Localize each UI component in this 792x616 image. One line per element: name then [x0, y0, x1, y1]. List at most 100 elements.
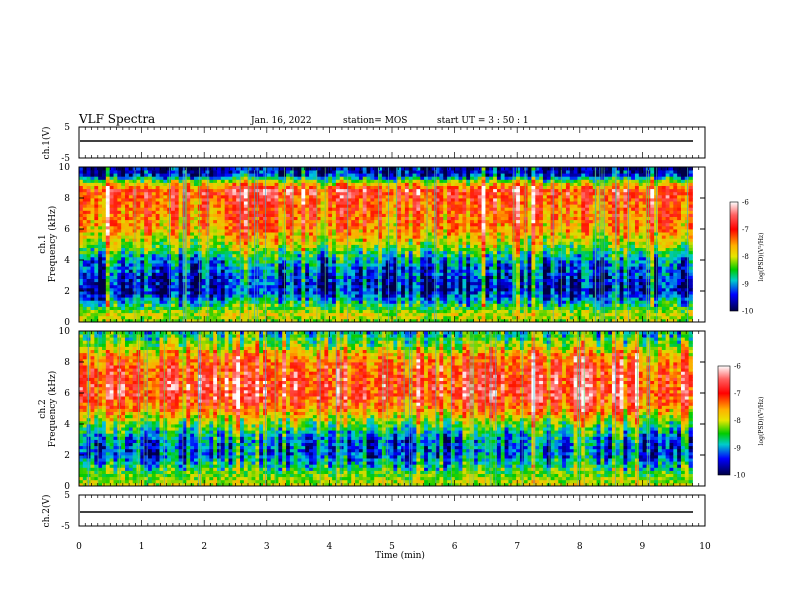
spectrogram-cell: [148, 263, 152, 267]
spectrogram-cell: [390, 232, 394, 236]
spectrogram-cell: [121, 204, 125, 208]
spectrogram-cell: [213, 297, 217, 301]
spectrogram-cell: [83, 297, 87, 301]
spectrogram-cell: [317, 251, 321, 255]
spectrogram-cell: [244, 192, 248, 196]
spectrogram-cell: [175, 241, 179, 245]
spectrogram-cell: [106, 241, 110, 245]
spectrogram-cell: [152, 198, 156, 202]
spectrogram-cell: [232, 207, 236, 211]
spectrogram-cell: [321, 282, 325, 286]
spectrogram-cell: [129, 173, 133, 177]
spectrogram-cell: [416, 229, 420, 233]
spectrogram-cell: [309, 316, 313, 320]
spectrogram-cell: [102, 217, 106, 221]
spectrogram-cell: [405, 214, 409, 218]
spectrogram-cell: [424, 201, 428, 205]
spectrogram-cell: [125, 307, 129, 311]
spectrogram-cell: [202, 179, 206, 183]
spectrogram-cell: [428, 297, 432, 301]
spectrogram-cell: [186, 297, 190, 301]
spectrogram-cell: [209, 316, 213, 320]
spectrogram-cell: [140, 269, 144, 273]
spectrogram-cell: [217, 316, 221, 320]
spectrogram-cell: [298, 173, 302, 177]
spectrogram-cell: [401, 254, 405, 257]
spectrogram-cell: [152, 217, 156, 221]
spectrogram-cell: [79, 248, 83, 252]
spectrogram-cell: [213, 257, 217, 261]
spectrogram-cell: [439, 204, 443, 208]
spectrogram-cell: [148, 291, 152, 295]
spectrogram-cell: [163, 303, 167, 307]
spectrogram-cell: [455, 214, 459, 218]
spectrogram-cell: [175, 214, 179, 218]
spectrogram-cell: [125, 186, 129, 190]
spectrogram-cell: [267, 186, 271, 190]
spectrogram-cell: [332, 214, 336, 218]
spectrogram-cell: [152, 310, 156, 314]
spectrogram-cell: [125, 217, 129, 221]
spectrogram-cell: [148, 186, 152, 190]
spectrogram-cell: [424, 204, 428, 208]
spectrogram-cell: [194, 179, 198, 183]
spectrogram-cell: [160, 201, 164, 205]
spectrogram-cell: [443, 245, 447, 249]
spectrogram-cell: [443, 223, 447, 227]
spectrogram-cell: [428, 167, 432, 171]
spectrogram-cell: [194, 316, 198, 320]
spectrogram-cell: [455, 254, 459, 257]
spectrogram-cell: [443, 176, 447, 180]
spectrogram-cell: [317, 282, 321, 286]
spectrogram-cell: [156, 313, 160, 317]
spectrogram-cell: [106, 201, 110, 205]
spectrogram-cell: [129, 307, 133, 311]
spectrogram-cell: [232, 257, 236, 261]
spectrogram-cell: [363, 279, 367, 283]
spectrogram-cell: [91, 269, 95, 273]
spectrogram-cell: [117, 238, 121, 242]
spectrogram-cell: [144, 241, 148, 245]
spectrogram-cell: [83, 214, 87, 218]
spectrogram-cell: [152, 232, 156, 236]
spectrogram-cell: [190, 245, 194, 249]
spectrogram-cell: [290, 192, 294, 196]
spectrogram-cell: [221, 232, 225, 236]
spectrogram-cell: [163, 189, 167, 193]
spectrogram-cell: [344, 257, 348, 261]
spectrogram-cell: [386, 288, 390, 292]
spectrogram-cell: [439, 307, 443, 311]
spectrogram-cell: [202, 204, 206, 208]
spectrogram-cell: [393, 238, 397, 242]
spectrogram-cell: [374, 179, 378, 183]
spectrogram-cell: [110, 229, 114, 233]
spectrogram-cell: [87, 204, 91, 208]
spectrogram-cell: [152, 254, 156, 257]
spectrogram-cell: [148, 235, 152, 239]
spectrogram-cell: [428, 303, 432, 307]
spectrogram-cell: [382, 192, 386, 196]
spectrogram-cell: [409, 254, 413, 257]
spectrogram-cell: [125, 179, 129, 183]
spectrogram-cell: [401, 266, 405, 270]
spectrogram-cell: [386, 210, 390, 214]
spectrogram-cell: [413, 195, 417, 199]
spectrogram-cell: [309, 279, 313, 283]
spectrogram-cell: [409, 207, 413, 211]
spectrogram-cell: [332, 294, 336, 298]
spectrogram-cell: [202, 170, 206, 174]
spectrogram-cell: [137, 263, 141, 267]
spectrogram-cell: [344, 303, 348, 307]
spectrogram-cell: [340, 257, 344, 261]
spectrogram-cell: [244, 214, 248, 218]
spectrogram-cell: [409, 245, 413, 249]
spectrogram-cell: [344, 183, 348, 187]
spectrogram-cell: [336, 316, 340, 320]
spectrogram-cell: [152, 297, 156, 301]
spectrogram-cell: [290, 303, 294, 307]
spectrogram-cell: [137, 294, 141, 298]
spectrogram-cell: [290, 195, 294, 199]
spectrogram-cell: [286, 226, 290, 230]
spectrogram-cell: [278, 254, 282, 257]
spectrogram-cell: [305, 189, 309, 193]
